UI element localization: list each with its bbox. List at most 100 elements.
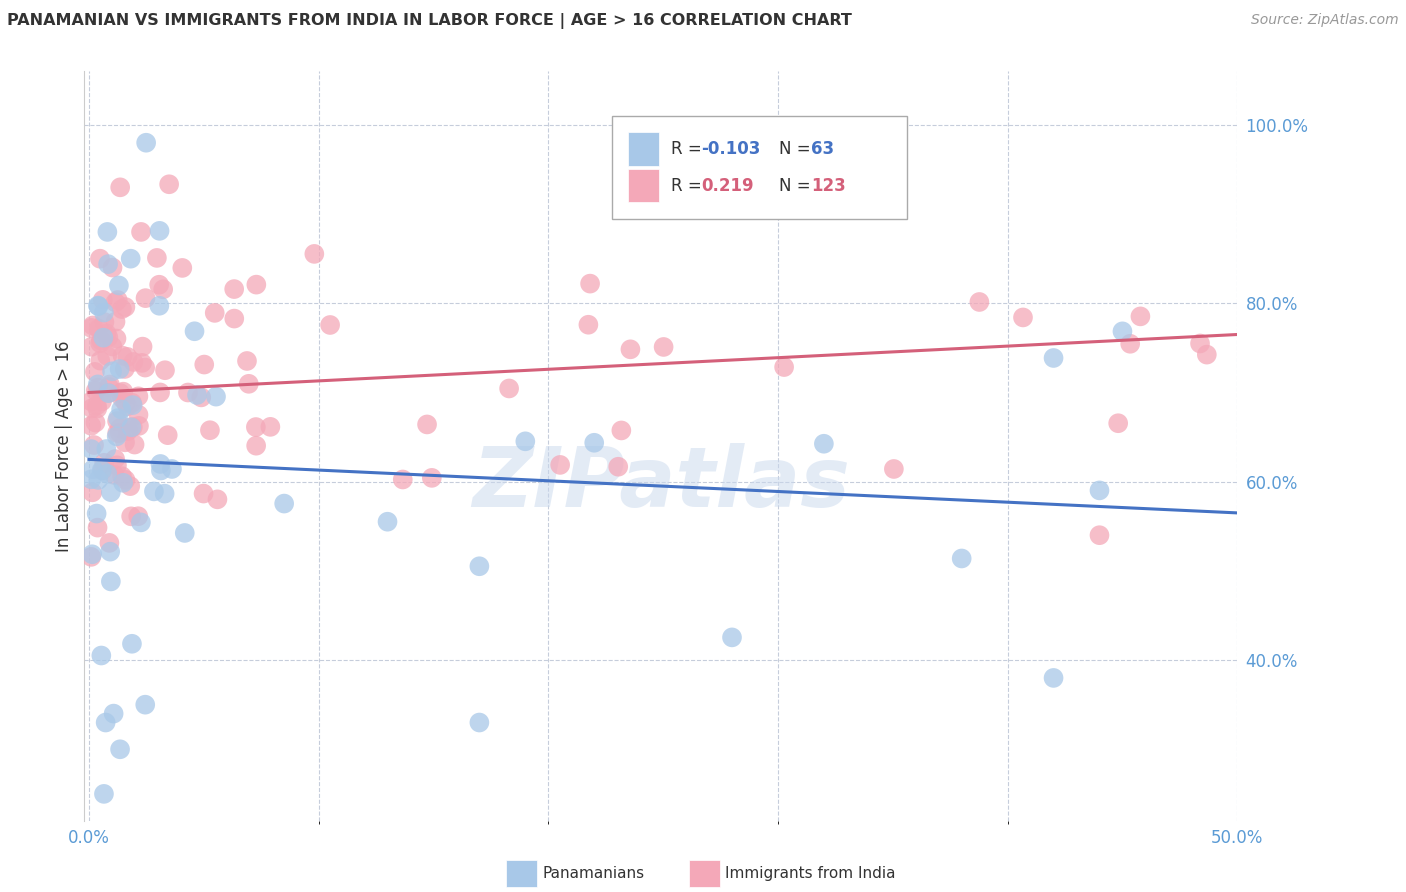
Point bbox=[96, 349, 118, 363]
Point bbox=[90, 648, 112, 663]
Point bbox=[105, 332, 128, 346]
Point bbox=[86, 401, 108, 416]
Text: N =: N = bbox=[779, 140, 815, 158]
Point bbox=[236, 354, 259, 368]
Point bbox=[97, 257, 120, 271]
Point bbox=[121, 398, 143, 412]
Point bbox=[120, 420, 142, 434]
Point bbox=[87, 322, 110, 336]
Point bbox=[112, 384, 135, 399]
Point bbox=[96, 225, 118, 239]
Point bbox=[193, 358, 215, 372]
Point bbox=[82, 485, 104, 500]
Point bbox=[114, 473, 136, 487]
Point bbox=[190, 391, 212, 405]
Point bbox=[80, 394, 103, 409]
Point bbox=[90, 463, 112, 477]
Point bbox=[186, 388, 208, 402]
Point bbox=[122, 355, 145, 369]
Point bbox=[224, 311, 246, 326]
Point bbox=[117, 399, 139, 413]
Point bbox=[120, 252, 142, 266]
Point bbox=[135, 136, 157, 150]
Point bbox=[1088, 528, 1111, 542]
Point bbox=[117, 350, 139, 364]
Point bbox=[245, 277, 267, 292]
Point bbox=[583, 435, 606, 450]
Point bbox=[101, 260, 124, 275]
Point bbox=[91, 463, 114, 477]
Point bbox=[80, 340, 103, 354]
Point bbox=[112, 475, 135, 490]
Point bbox=[131, 340, 153, 354]
Point bbox=[97, 386, 120, 401]
Text: 123: 123 bbox=[811, 177, 846, 194]
Point bbox=[101, 364, 124, 378]
Point bbox=[87, 299, 110, 313]
Point bbox=[148, 299, 170, 313]
Point bbox=[80, 472, 103, 486]
Point bbox=[1012, 310, 1035, 325]
Point bbox=[80, 321, 103, 335]
Point bbox=[420, 471, 443, 485]
Point bbox=[82, 462, 104, 476]
Point bbox=[377, 515, 399, 529]
Point bbox=[84, 416, 107, 430]
Point bbox=[105, 429, 128, 443]
Point bbox=[111, 469, 134, 483]
Point bbox=[87, 299, 110, 313]
Text: -0.103: -0.103 bbox=[702, 140, 761, 158]
Point bbox=[98, 377, 121, 392]
Point bbox=[121, 637, 143, 651]
Point bbox=[120, 479, 142, 493]
Point bbox=[153, 363, 176, 377]
Point bbox=[128, 418, 150, 433]
Point bbox=[204, 306, 226, 320]
Point bbox=[153, 486, 176, 500]
Point bbox=[245, 420, 267, 434]
Point bbox=[86, 521, 108, 535]
Text: 0.219: 0.219 bbox=[702, 177, 754, 194]
Point bbox=[103, 706, 125, 721]
Point bbox=[652, 340, 675, 354]
Point bbox=[1042, 671, 1064, 685]
Point bbox=[883, 462, 905, 476]
Point bbox=[100, 485, 122, 500]
Point bbox=[82, 318, 104, 333]
Point bbox=[86, 507, 108, 521]
Point bbox=[114, 395, 136, 409]
Point bbox=[108, 386, 131, 401]
Point bbox=[98, 536, 121, 550]
Point bbox=[114, 300, 136, 314]
Point bbox=[134, 698, 156, 712]
Point bbox=[107, 411, 129, 425]
Point bbox=[468, 715, 491, 730]
Point bbox=[80, 442, 103, 456]
Point bbox=[111, 302, 134, 317]
Point bbox=[110, 402, 132, 417]
Point bbox=[273, 497, 295, 511]
Point bbox=[108, 425, 131, 440]
Text: 63: 63 bbox=[811, 140, 834, 158]
Point bbox=[91, 394, 114, 409]
Point bbox=[607, 459, 630, 474]
Point bbox=[773, 360, 796, 375]
Point bbox=[121, 420, 143, 434]
Point bbox=[108, 180, 131, 194]
Point bbox=[104, 295, 127, 310]
Point bbox=[149, 385, 172, 400]
Point bbox=[93, 456, 115, 470]
Text: ZIPatlas: ZIPatlas bbox=[472, 443, 849, 524]
Point bbox=[87, 377, 110, 392]
Point bbox=[198, 423, 221, 437]
Point bbox=[134, 360, 156, 375]
Point bbox=[177, 385, 200, 400]
Point bbox=[1111, 324, 1133, 338]
Point bbox=[124, 437, 146, 451]
Point bbox=[114, 435, 136, 450]
Point bbox=[207, 492, 229, 507]
Point bbox=[319, 318, 342, 332]
Point bbox=[619, 343, 641, 357]
Point bbox=[94, 715, 117, 730]
Point bbox=[813, 436, 835, 450]
